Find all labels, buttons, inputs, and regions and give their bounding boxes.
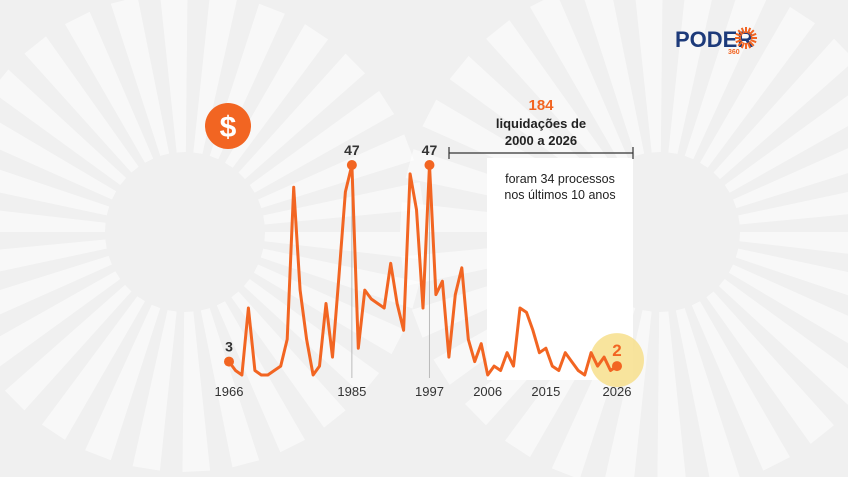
burst-ray xyxy=(724,95,848,193)
sun-ray xyxy=(746,27,752,34)
burst-ray xyxy=(0,210,106,232)
brand-name: PODER xyxy=(675,27,753,52)
burst-ray xyxy=(200,308,260,468)
burst-ray xyxy=(0,122,117,200)
burst-ray xyxy=(0,271,121,367)
burst-ray xyxy=(258,134,415,209)
sun-icon xyxy=(735,27,757,49)
burst-ray xyxy=(706,291,834,444)
burst-ray xyxy=(264,232,425,260)
burst-ray xyxy=(486,20,614,173)
x-tick-label: 1966 xyxy=(215,384,244,399)
burst-ray xyxy=(738,192,848,225)
burst-ray xyxy=(249,90,395,193)
burst-ray xyxy=(739,232,848,254)
sun-ray xyxy=(750,38,757,44)
burst-ray xyxy=(0,255,112,315)
burst-ray xyxy=(635,0,663,153)
data-label: 47 xyxy=(344,142,360,158)
point-marker xyxy=(424,160,435,170)
data-label: 47 xyxy=(422,142,438,158)
point-markers: 3 47 47 2 xyxy=(224,142,622,372)
burst-ray xyxy=(65,11,154,163)
burst-ray xyxy=(243,279,380,395)
burst-ray xyxy=(132,310,177,471)
burst-ray xyxy=(733,148,848,209)
burst-ray xyxy=(182,311,211,472)
burst-ray xyxy=(584,0,645,156)
burst-ray xyxy=(253,264,405,355)
sun-ray xyxy=(740,27,746,34)
annotation-total-line1: liquidações de xyxy=(496,116,586,131)
burst-ray xyxy=(684,0,767,160)
burst-ray xyxy=(0,239,107,272)
range-bracket xyxy=(448,147,634,159)
annotation-box-line2: nos últimos 10 anos xyxy=(504,188,615,202)
brand-logo: PODER 360 xyxy=(675,27,757,56)
burst-ray xyxy=(238,53,366,180)
x-tick-label: 2006 xyxy=(473,384,502,399)
burst-ray xyxy=(735,248,848,296)
sun-ray xyxy=(748,29,755,36)
burst-ray xyxy=(41,296,145,440)
burst-ray xyxy=(728,264,848,344)
burst-ray xyxy=(0,69,127,185)
burst-ray xyxy=(24,36,139,173)
burst-ray xyxy=(110,0,170,156)
burst-ray xyxy=(160,0,188,153)
dollar-icon: $ xyxy=(205,103,251,149)
burst-ray xyxy=(691,301,790,471)
sun-ray xyxy=(737,40,744,47)
burst-ray xyxy=(718,279,848,405)
burst-ray xyxy=(4,284,132,411)
burst-ray xyxy=(530,0,629,163)
burst-ray xyxy=(668,0,712,154)
dollar-symbol: $ xyxy=(220,111,237,144)
x-axis-ticks: 1966 1985 1997 2006 2015 2026 xyxy=(215,384,632,399)
burst-ray xyxy=(657,311,686,477)
annotation-total: 184 xyxy=(528,97,554,114)
x-tick-label: 1985 xyxy=(337,384,366,399)
burst-ray xyxy=(193,0,237,154)
sun-ray xyxy=(737,29,744,36)
annotation-total-line2: 2000 a 2026 xyxy=(505,133,577,148)
x-tick-label: 1997 xyxy=(415,384,444,399)
series-line xyxy=(227,163,618,377)
burst-ray xyxy=(0,169,110,216)
burst-ray xyxy=(225,24,329,168)
burst-ray xyxy=(700,6,816,168)
burst-ray xyxy=(85,304,161,461)
point-marker xyxy=(612,361,622,372)
annotation-box-line1: foram 34 processos xyxy=(505,172,615,186)
sun-ray xyxy=(735,38,742,44)
sun-ray xyxy=(740,42,746,49)
sun-ray xyxy=(746,42,752,49)
sun-ray xyxy=(750,32,757,38)
sun-ray xyxy=(748,40,755,47)
x-tick-label: 2026 xyxy=(603,384,632,399)
data-label: 3 xyxy=(225,339,233,355)
x-tick-label: 2015 xyxy=(531,384,560,399)
burst-ray xyxy=(675,308,740,477)
brand-sub: 360 xyxy=(728,49,740,56)
point-marker xyxy=(224,356,234,367)
burst-ray xyxy=(260,248,420,309)
point-marker xyxy=(346,160,357,170)
burst-ray xyxy=(713,38,848,180)
burst-ray xyxy=(231,291,346,428)
sun-ray xyxy=(735,32,742,38)
burst-ray xyxy=(216,301,305,453)
last-point-highlight xyxy=(590,333,644,388)
data-label: 2 xyxy=(612,341,621,360)
